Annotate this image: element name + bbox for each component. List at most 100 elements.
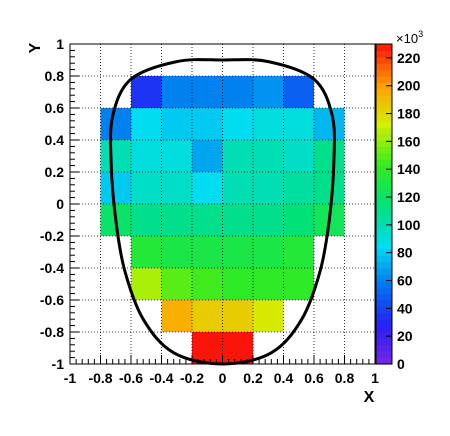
heatmap-cell (192, 140, 223, 172)
heatmap-cell (253, 204, 284, 236)
heatmap-cell (161, 204, 192, 236)
colorbar-segment (376, 344, 392, 352)
heatmap-cell (100, 140, 131, 172)
x-tick-label: -0.2 (180, 370, 204, 386)
y-tick-label: -0.8 (40, 324, 64, 340)
x-tick-label: 0.2 (243, 370, 263, 386)
colorbar-segment (376, 332, 392, 339)
colorbar-segment (376, 172, 392, 179)
x-axis-title: X (364, 389, 375, 406)
y-tick-label: 0.2 (45, 164, 65, 180)
colorbar-segment (376, 146, 392, 154)
colorbar-segment (376, 223, 392, 231)
colorbar-frame (375, 43, 393, 365)
colorbar-segment (376, 50, 392, 58)
heatmap-cell (131, 140, 162, 172)
heatmap-cell (192, 76, 223, 108)
x-tick-label: 0.4 (274, 370, 294, 386)
heatmap-cell (161, 140, 192, 172)
colorbar-tick-label: 60 (397, 273, 413, 289)
x-tick-label: -0.8 (88, 370, 112, 386)
heatmap-cell (161, 172, 192, 204)
heatmap-cell (131, 268, 162, 300)
heatmap-cell (192, 204, 223, 236)
heatmap-cell (222, 76, 253, 108)
heatmap-cell (253, 108, 284, 140)
heatmap-cell (131, 172, 162, 204)
colorbar-exponent-label: ×103 (396, 29, 423, 46)
heatmap-cell (253, 236, 284, 268)
colorbar-segment (376, 210, 392, 218)
colorbar-segment (376, 236, 392, 243)
x-tick-label: -0.6 (119, 370, 143, 386)
heatmap-cell (131, 108, 162, 140)
grid-lines (70, 44, 375, 364)
colorbar-tick-label: 120 (397, 189, 421, 205)
heatmap-cells (100, 76, 345, 364)
heatmap-cell (283, 268, 314, 300)
colorbar-segment (376, 63, 392, 71)
heatmap-cell (222, 172, 253, 204)
colorbar-segment (376, 114, 392, 122)
heatmap-cell (161, 108, 192, 140)
axis-labels: -1 -0.8 -0.6 -0.4 -0.2 0 0.2 0.4 0.6 0.8 1 -1 -0.8 -0… (40, 36, 379, 386)
colorbar-segment (376, 88, 392, 96)
heatmap-cell (314, 172, 345, 204)
colorbar-segment (376, 248, 392, 256)
colorbar-segment (376, 133, 392, 141)
colorbar-tick-label: 0 (397, 356, 405, 372)
heatmap-cell (161, 300, 192, 332)
heatmap-cell (222, 140, 253, 172)
heatmap-cell (283, 236, 314, 268)
heatmap-cell (192, 300, 223, 332)
colorbar-segment (376, 300, 392, 307)
colorbar-segment (376, 191, 392, 199)
colorbar-tick-label: 20 (397, 328, 413, 344)
x-tick-label: 0 (219, 370, 227, 386)
colorbar-segment (376, 69, 392, 77)
heatmap-cell (131, 76, 162, 108)
heatmap-cell (222, 300, 253, 332)
y-tick-label: -0.6 (40, 292, 64, 308)
heatmap-cell (222, 268, 253, 300)
colorbar-segment (376, 178, 392, 186)
heatmap-cell (283, 204, 314, 236)
heatmap-cell (253, 300, 284, 332)
x-tick-label: -0.4 (149, 370, 173, 386)
colorbar-segment (376, 127, 392, 135)
heatmap-cell (192, 172, 223, 204)
heatmap-cell (131, 204, 162, 236)
heatmap-cell (192, 332, 223, 364)
colorbar-segment (376, 204, 392, 211)
y-axis-title: Y (27, 42, 44, 53)
heatmap-cell (283, 140, 314, 172)
heatmap-cell (192, 236, 223, 268)
y-tick-label: 0.6 (45, 100, 65, 116)
colorbar-segment (376, 261, 392, 269)
colorbar-segment (376, 338, 392, 346)
colorbar-segment (376, 312, 392, 320)
boundary-contour (109, 58, 336, 366)
colorbar-tick-label: 160 (397, 133, 421, 149)
heatmap-cell (100, 172, 131, 204)
colorbar-segment (376, 101, 392, 109)
x-tick-label: 0.6 (304, 370, 324, 386)
colorbar-segment (376, 165, 392, 173)
colorbar-segment (376, 319, 392, 327)
heatmap-cell (222, 108, 253, 140)
colorbar-segment (376, 216, 392, 224)
colorbar-segment (376, 357, 392, 365)
heatmap-cell (161, 268, 192, 300)
heatmap-cell (222, 236, 253, 268)
y-tick-label: -0.2 (40, 228, 64, 244)
heatmap-cell (283, 76, 314, 108)
heatmap-cell (131, 236, 162, 268)
colorbar-segment (376, 95, 392, 103)
colorbar-segment (376, 140, 392, 147)
colorbar-segment (376, 120, 392, 128)
colorbar-segment (376, 44, 392, 51)
heatmap-cell (314, 140, 345, 172)
x-tick-label: -1 (64, 370, 77, 386)
colorbar-segment (376, 159, 392, 167)
colorbar-segment (376, 325, 392, 333)
